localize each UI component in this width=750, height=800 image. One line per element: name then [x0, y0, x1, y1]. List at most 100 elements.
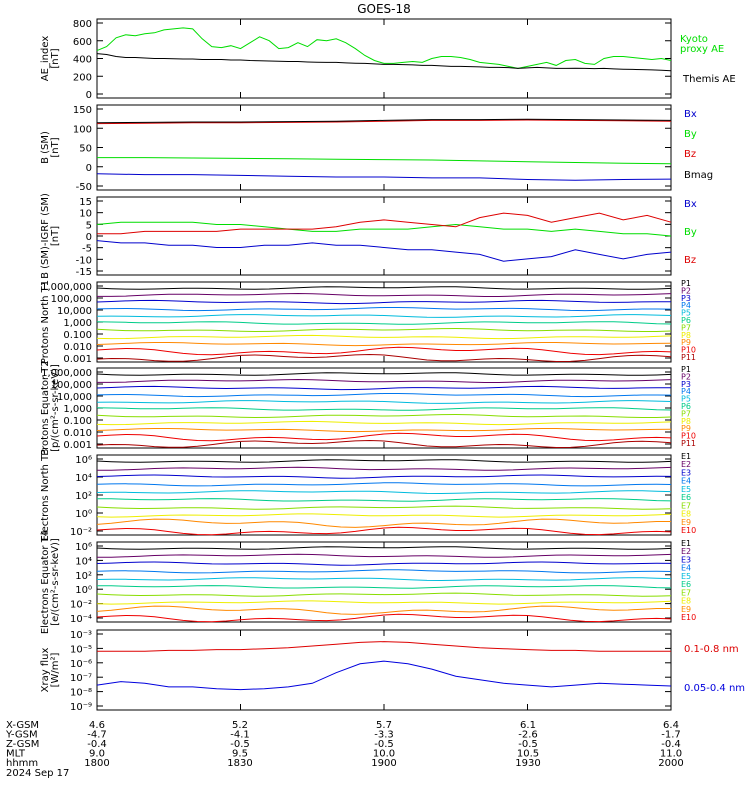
- y-tick-label: 0: [86, 163, 92, 174]
- y-tick-label: 10,000: [57, 306, 92, 317]
- channel-line: [96, 526, 672, 536]
- channel-line: [97, 466, 672, 471]
- y-tick-label: 1,000: [63, 318, 92, 329]
- channel-label: E4: [681, 564, 691, 573]
- y-tick-label: 10⁰: [75, 509, 92, 520]
- y-axis-label: AE_index: [40, 36, 51, 82]
- channel-line: [96, 420, 672, 426]
- y-tick-label: 100,000: [51, 380, 92, 391]
- legend-kyoto: Kyoto: [680, 34, 708, 45]
- channel-label: P1: [681, 365, 691, 374]
- channel-line: [96, 546, 672, 550]
- channel-line: [96, 286, 672, 290]
- channel-line: [96, 613, 672, 623]
- ephemeris-value: 1930: [515, 758, 540, 769]
- ephemeris-value: -4.7: [87, 730, 107, 741]
- channel-label: P5: [681, 309, 691, 318]
- ephemeris-value: 4.6: [89, 720, 105, 731]
- channel-label: P4: [681, 387, 691, 396]
- channel-line: [96, 428, 672, 433]
- y-tick-label: 10⁶: [75, 542, 92, 553]
- ephemeris-value: -0.5: [518, 739, 538, 750]
- series-line: [96, 119, 672, 125]
- ephemeris-label: Z-GSM: [6, 739, 39, 750]
- channel-label: P4: [681, 301, 691, 310]
- channel-line: [96, 592, 672, 597]
- y-axis-label: B (SM)-IGRF (SM): [40, 193, 51, 279]
- channel-label: P7: [681, 409, 691, 418]
- y-tick-label: 1,000,000: [41, 282, 92, 293]
- legend-entry: Bx: [684, 199, 697, 210]
- channel-line: [96, 327, 672, 333]
- series-line: [96, 240, 672, 262]
- channel-line: [96, 561, 672, 566]
- y-tick-label: 400: [73, 55, 92, 66]
- channel-label: E8: [681, 510, 691, 519]
- y-tick-label: 100,000: [51, 294, 92, 305]
- channel-label: P6: [681, 316, 691, 325]
- ephemeris-value: -0.4: [87, 739, 107, 750]
- series-line: [97, 157, 672, 165]
- channel-line: [96, 459, 672, 463]
- ephemeris-value: 1900: [371, 758, 396, 769]
- channel-line: [96, 577, 672, 582]
- channel-label: E3: [681, 555, 691, 564]
- y-tick-label: 10⁶: [75, 455, 92, 466]
- channel-line: [96, 400, 672, 404]
- y-axis-label: Electrons Equator T4: [40, 530, 51, 634]
- series-line: [97, 641, 671, 652]
- channel-label: E1: [681, 539, 691, 548]
- panel-frame: [96, 454, 672, 536]
- y-tick-label: 10⁴: [75, 556, 92, 567]
- series-line: [96, 53, 672, 72]
- panel-frame: [96, 196, 672, 276]
- ephemeris-value: 10.0: [373, 749, 395, 760]
- ephemeris-value: 5.2: [232, 720, 248, 731]
- channel-line: [96, 299, 672, 305]
- y-tick-label: -50: [76, 182, 92, 193]
- y-axis-unit: [nT]: [50, 48, 61, 68]
- channel-label: P11: [681, 439, 696, 448]
- channel-label: P9: [681, 338, 691, 347]
- channel-label: E7: [681, 588, 691, 597]
- y-tick-label: 0.100: [63, 330, 92, 341]
- y-tick-label: 0: [86, 232, 92, 243]
- channel-line: [96, 314, 672, 318]
- channel-label: E5: [681, 485, 691, 494]
- ephemeris-value: 5.7: [376, 720, 392, 731]
- channel-line: [96, 513, 672, 518]
- channel-line: [96, 482, 672, 487]
- legend-themis: Themis AE: [682, 74, 736, 85]
- y-axis-unit: [e/(cm²-s-sr-keV)]: [50, 538, 61, 626]
- channel-label: E9: [681, 518, 691, 527]
- ephemeris-value: 11.0: [660, 749, 682, 760]
- series-line: [97, 212, 672, 235]
- y-axis-label: Electrons North T3: [40, 448, 51, 541]
- series-line: [96, 660, 672, 691]
- channel-label: P8: [681, 331, 691, 340]
- channel-label: P2: [681, 372, 691, 381]
- channel-line: [96, 585, 672, 589]
- ephemeris-value: -0.5: [374, 739, 394, 750]
- ephemeris-label: hhmm: [6, 758, 38, 769]
- y-tick-label: -10: [76, 255, 92, 266]
- ephemeris-value: 1830: [227, 758, 252, 769]
- series-line: [96, 118, 672, 124]
- channel-label: E8: [681, 597, 691, 606]
- ephemeris-value: 9.0: [89, 749, 105, 760]
- y-tick-label: 1,000,000: [41, 368, 92, 379]
- channel-line: [96, 413, 672, 419]
- ephemeris-value: 9.5: [232, 749, 248, 760]
- channel-label: E4: [681, 477, 691, 486]
- ephemeris-date: 2024 Sep 17: [6, 768, 69, 779]
- channel-label: E5: [681, 572, 691, 581]
- y-tick-label: 0.010: [63, 342, 92, 353]
- legend-entry: By: [684, 227, 697, 238]
- y-tick-label: -15: [76, 267, 92, 278]
- y-tick-label: 200: [73, 72, 92, 83]
- channel-line: [97, 378, 672, 383]
- y-tick-label: -5: [82, 244, 92, 255]
- channel-line: [96, 342, 672, 347]
- channel-line: [96, 518, 671, 528]
- channel-label: P8: [681, 417, 691, 426]
